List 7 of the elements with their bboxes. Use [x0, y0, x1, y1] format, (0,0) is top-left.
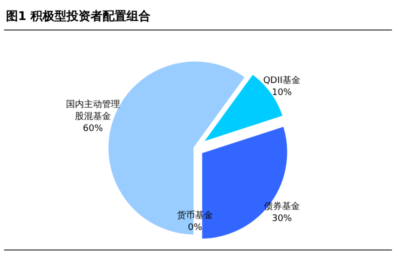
slice-label: 国内主动管理股混基金 — [66, 98, 120, 122]
text: 0% — [188, 223, 202, 234]
slice-label: QDII基金 — [263, 74, 301, 86]
data-label: 60% — [82, 124, 104, 134]
chart-title: 图1 积极型投资者配置组合 — [6, 9, 152, 23]
data-label: 10% — [272, 88, 292, 98]
data-label: 30% — [272, 214, 292, 224]
